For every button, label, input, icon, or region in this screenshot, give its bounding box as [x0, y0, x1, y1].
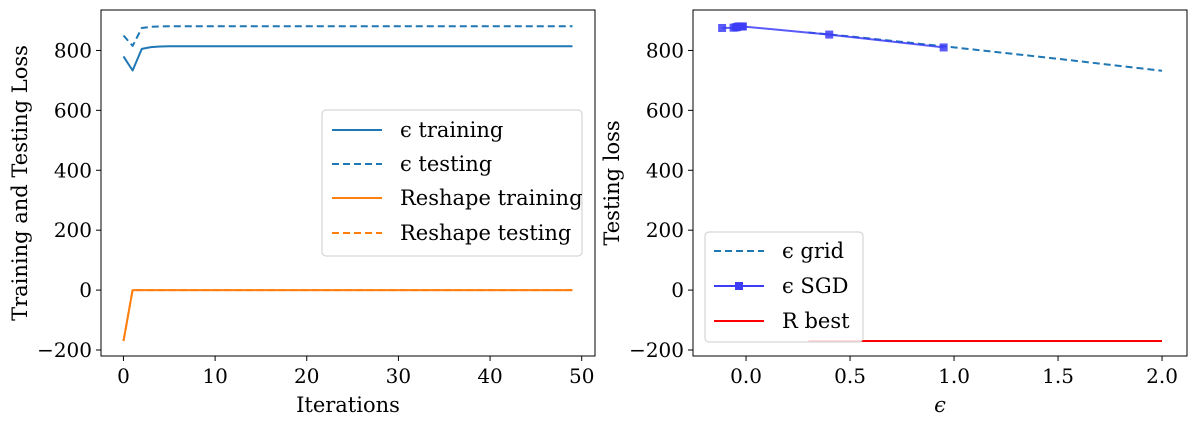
left-x-tick-label: 40	[477, 364, 502, 388]
legend-label-r-best: R best	[782, 309, 850, 333]
right-y-tick-label: −200	[629, 338, 684, 362]
left-x-tick-label: 0	[117, 364, 130, 388]
left-x-tick-label: 30	[386, 364, 411, 388]
left-x-tick-label: 10	[202, 364, 227, 388]
right-y-tick-label: 800	[646, 38, 684, 62]
series-line-eps-training	[122, 45, 573, 72]
left-y-tick-label: 200	[54, 218, 92, 242]
right-x-tick-label: 1.0	[938, 364, 970, 388]
right-x-tick-label: 0.0	[730, 364, 762, 388]
left-plot-area	[122, 25, 573, 342]
right-y-tick-label: 0	[671, 278, 684, 302]
right-x-tick-label: 0.5	[834, 364, 866, 388]
legend-label-reshape-training: Reshape training	[400, 186, 583, 210]
legend-label-eps-grid: ϵ grid	[782, 239, 844, 263]
right-x-tick-label: 2.0	[1146, 364, 1178, 388]
right-x-ticks: 0.0 0.5 1.0 1.5 2.0	[730, 356, 1178, 388]
left-x-ticks: 0 10 20 30 40 50	[117, 356, 594, 388]
right-y-tick-label: 600	[646, 98, 684, 122]
series-line-reshape-testing	[122, 289, 573, 342]
left-y-tick-label: −200	[37, 338, 92, 362]
left-y-axis-label: Training and Testing Loss	[8, 45, 32, 321]
left-chart: 0 10 20 30 40 50 −200 0 200 400 600 800 Iterations…	[8, 9, 596, 417]
right-x-axis-label: ϵ	[934, 393, 946, 417]
left-legend: ϵ training ϵ testing Reshape training Re…	[321, 109, 583, 257]
legend-label-eps-sgd: ϵ SGD	[782, 274, 848, 298]
legend-label-reshape-testing: Reshape testing	[400, 221, 571, 245]
right-y-axis-label: Testing loss	[600, 120, 624, 245]
legend-label-eps-training: ϵ training	[400, 118, 503, 142]
series-point-eps-sgd	[718, 23, 727, 32]
right-x-tick-label: 1.5	[1042, 364, 1074, 388]
left-x-axis-label: Iterations	[296, 393, 400, 417]
right-axes-frame	[692, 9, 1188, 357]
left-legend-box	[321, 109, 583, 257]
right-legend: ϵ grid ϵ SGD R best	[704, 231, 864, 343]
right-y-tick-label: 400	[646, 158, 684, 182]
left-y-tick-label: 800	[54, 38, 92, 62]
left-y-tick-label: 400	[54, 158, 92, 182]
right-chart: 0.0 0.5 1.0 1.5 2.0 −200 0 200 400 600 800 ϵ Test…	[600, 9, 1188, 417]
series-point-eps-sgd	[738, 22, 747, 31]
series-point-eps-sgd	[939, 43, 948, 52]
left-y-ticks: −200 0 200 400 600 800	[37, 38, 101, 362]
left-y-tick-label: 600	[54, 98, 92, 122]
left-y-tick-label: 0	[79, 278, 92, 302]
right-plot-area	[718, 22, 1163, 342]
legend-label-eps-testing: ϵ testing	[400, 152, 492, 176]
series-line-reshape-training	[122, 289, 573, 342]
right-y-ticks: −200 0 200 400 600 800	[629, 38, 693, 362]
legend-marker-eps-sgd	[735, 282, 743, 290]
right-y-tick-label: 200	[646, 218, 684, 242]
left-x-tick-label: 50	[569, 364, 594, 388]
series-line-eps-testing	[122, 25, 573, 47]
right-legend-box	[704, 231, 864, 343]
series-point-eps-sgd	[825, 30, 834, 39]
left-axes-frame	[100, 9, 596, 357]
left-x-tick-label: 20	[294, 364, 319, 388]
